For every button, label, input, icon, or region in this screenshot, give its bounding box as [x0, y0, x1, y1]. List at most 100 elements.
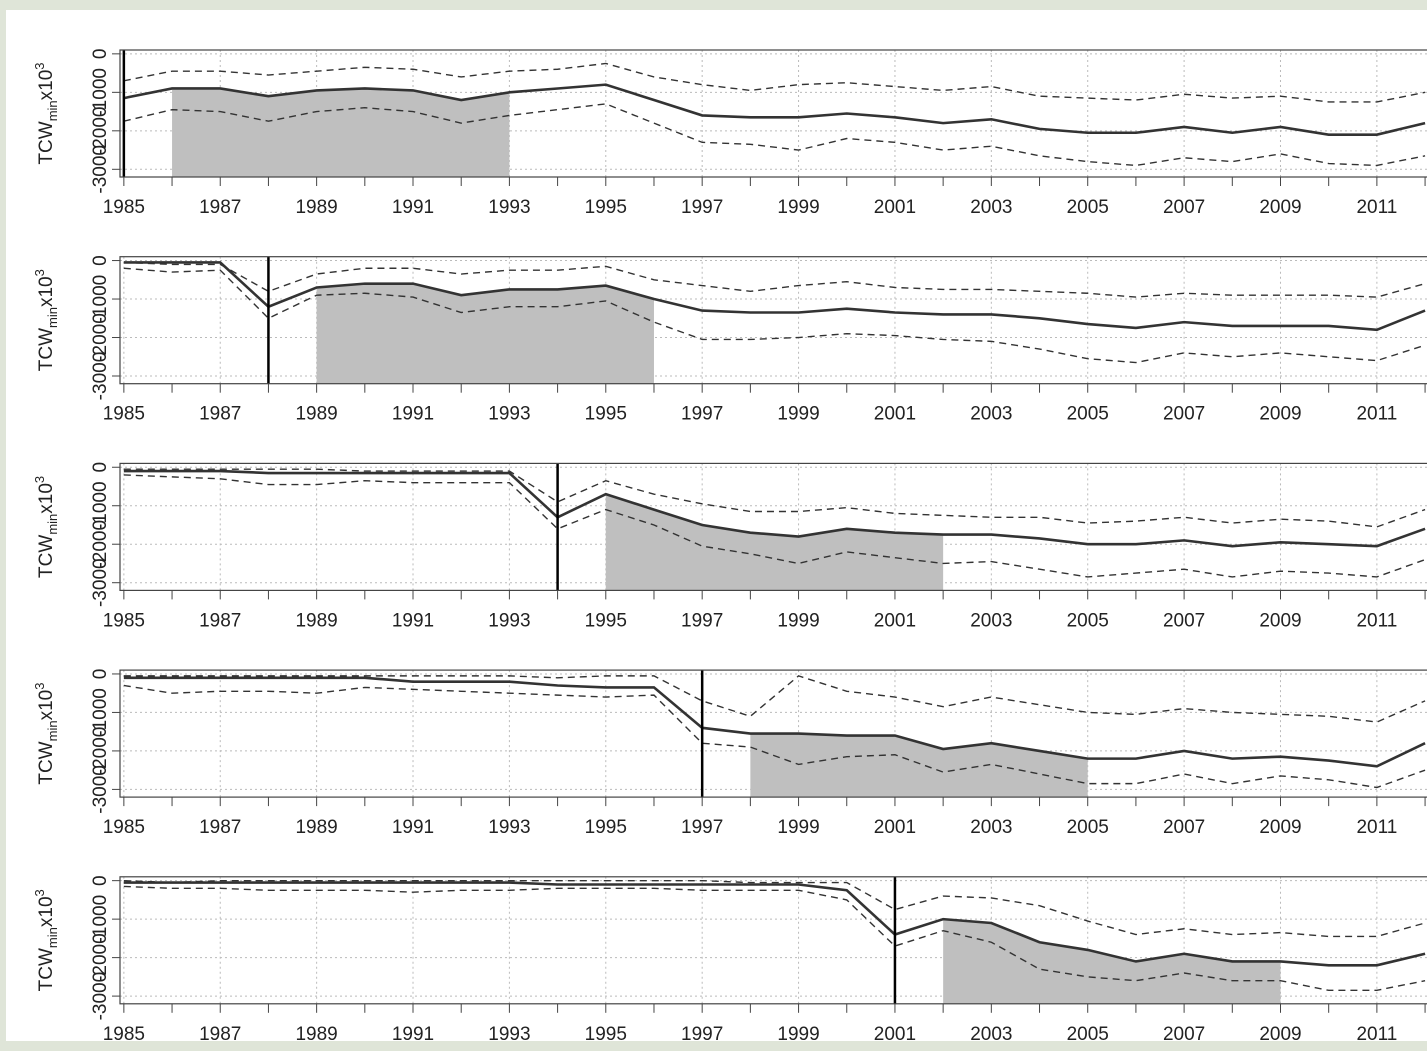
- y-label-main: TCW: [36, 741, 57, 784]
- recovery-area: [317, 284, 654, 384]
- x-tick-label: 2009: [1259, 197, 1301, 218]
- x-tick-label: 1995: [585, 817, 627, 838]
- x-tick-label: 1989: [295, 197, 337, 218]
- x-tick-label: 2009: [1259, 1024, 1301, 1045]
- x-tick-label: 2005: [1067, 817, 1109, 838]
- x-tick-label: 2003: [970, 817, 1012, 838]
- x-tick-label: 1999: [777, 817, 819, 838]
- x-tick-label: 2011: [1356, 404, 1397, 425]
- x-tick-label: 1991: [392, 610, 434, 631]
- x-tick-label: 1997: [681, 1024, 723, 1045]
- x-tick-label: 1987: [199, 197, 241, 218]
- y-tick-label: -1000: [90, 275, 111, 324]
- x-tick-label: 1999: [777, 1024, 819, 1045]
- y-label-sub: min: [45, 927, 60, 948]
- x-tick-label: 1999: [777, 197, 819, 218]
- x-tick-label: 2001: [874, 1024, 916, 1045]
- y-label-mid: x10: [36, 896, 57, 927]
- x-tick-label: 1985: [103, 197, 145, 218]
- x-tick-label: 1995: [585, 197, 627, 218]
- x-tick-label: 2009: [1259, 610, 1301, 631]
- x-tick-label: 2007: [1163, 1024, 1205, 1045]
- x-tick-label: 2001: [874, 817, 916, 838]
- recovery-area: [172, 88, 509, 177]
- y-label-mid: x10: [36, 483, 57, 514]
- y-tick-label: -1000: [90, 688, 111, 737]
- y-label-sub: min: [45, 100, 60, 121]
- x-tick-label: 2003: [970, 197, 1012, 218]
- x-tick-label: 1989: [295, 404, 337, 425]
- x-tick-label: 2007: [1163, 197, 1205, 218]
- x-tick-label: 1995: [585, 610, 627, 631]
- y-label-mid: x10: [36, 70, 57, 101]
- y-label-sub: min: [45, 720, 60, 741]
- y-tick-label: 0: [90, 49, 111, 60]
- x-tick-label: 2011: [1356, 1024, 1397, 1045]
- x-tick-label: 2005: [1067, 404, 1109, 425]
- y-label-sub: min: [45, 307, 60, 328]
- y-label-main: TCW: [36, 948, 57, 991]
- y-label-sub: min: [45, 514, 60, 535]
- x-tick-label: 2011: [1356, 610, 1397, 631]
- y-label-mid: x10: [36, 276, 57, 307]
- x-tick-label: 1995: [585, 1024, 627, 1045]
- x-tick-label: 1995: [585, 404, 627, 425]
- x-tick-label: 1997: [681, 404, 723, 425]
- y-label-sup: 3: [32, 889, 47, 896]
- x-tick-label: 1997: [681, 197, 723, 218]
- x-tick-label: 2007: [1163, 817, 1205, 838]
- x-tick-label: 1993: [488, 197, 530, 218]
- x-tick-label: 2005: [1067, 197, 1109, 218]
- y-label-main: TCW: [36, 121, 57, 164]
- x-tick-label: 1999: [777, 610, 819, 631]
- x-tick-label: 1997: [681, 817, 723, 838]
- y-label-sup: 3: [32, 269, 47, 276]
- x-tick-label: 1987: [199, 817, 241, 838]
- x-tick-label: 1985: [103, 1024, 145, 1045]
- x-tick-label: 1999: [777, 404, 819, 425]
- x-tick-label: 1997: [681, 610, 723, 631]
- x-tick-label: 1989: [295, 610, 337, 631]
- x-tick-label: 2005: [1067, 610, 1109, 631]
- x-tick-label: 2009: [1259, 817, 1301, 838]
- y-tick-label: 0: [90, 255, 111, 266]
- chart: -3000-2000-10000198519871989199119931995…: [0, 0, 1427, 1051]
- x-tick-label: 1993: [488, 817, 530, 838]
- y-label-mid: x10: [36, 690, 57, 721]
- x-tick-label: 2001: [874, 404, 916, 425]
- x-tick-label: 1991: [392, 1024, 434, 1045]
- y-tick-label: 0: [90, 669, 111, 680]
- x-tick-label: 2003: [970, 404, 1012, 425]
- x-tick-label: 2005: [1067, 1024, 1109, 1045]
- x-tick-label: 1987: [199, 404, 241, 425]
- x-tick-label: 1991: [392, 404, 434, 425]
- x-tick-label: 1985: [103, 817, 145, 838]
- x-tick-label: 1989: [295, 1024, 337, 1045]
- y-tick-label: -1000: [90, 481, 111, 530]
- y-tick-label: -1000: [90, 68, 111, 117]
- x-tick-label: 1987: [199, 1024, 241, 1045]
- x-tick-label: 1991: [392, 817, 434, 838]
- x-tick-label: 2007: [1163, 404, 1205, 425]
- x-tick-label: 2003: [970, 1024, 1012, 1045]
- x-tick-label: 2003: [970, 610, 1012, 631]
- x-tick-label: 1991: [392, 197, 434, 218]
- y-tick-label: -1000: [90, 895, 111, 944]
- y-tick-label: 0: [90, 875, 111, 886]
- x-tick-label: 2011: [1356, 817, 1397, 838]
- x-tick-label: 2001: [874, 197, 916, 218]
- x-tick-label: 2001: [874, 610, 916, 631]
- x-tick-label: 2011: [1356, 197, 1397, 218]
- x-tick-label: 2007: [1163, 610, 1205, 631]
- y-label-sup: 3: [32, 476, 47, 483]
- x-tick-label: 1989: [295, 817, 337, 838]
- x-tick-label: 1993: [488, 610, 530, 631]
- y-tick-label: 0: [90, 462, 111, 473]
- x-tick-label: 1985: [103, 610, 145, 631]
- y-label-main: TCW: [36, 328, 57, 371]
- x-tick-label: 1985: [103, 404, 145, 425]
- y-label-sup: 3: [32, 683, 47, 690]
- x-tick-label: 2009: [1259, 404, 1301, 425]
- x-tick-label: 1993: [488, 404, 530, 425]
- y-label-sup: 3: [32, 62, 47, 69]
